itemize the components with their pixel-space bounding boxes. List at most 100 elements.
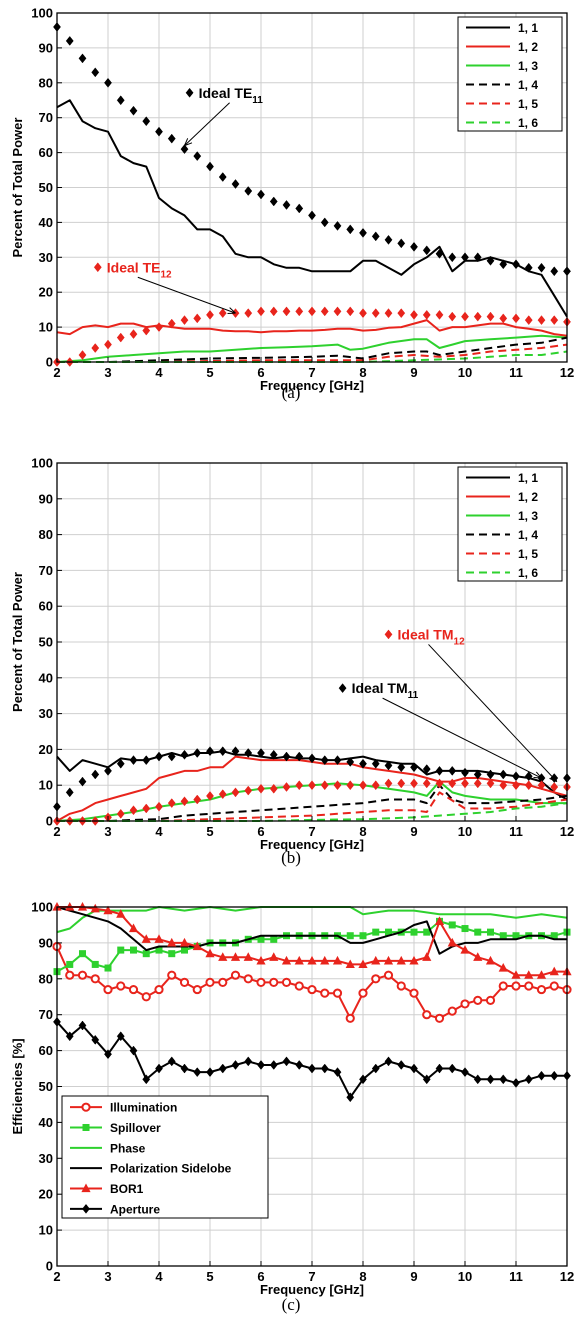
data-point xyxy=(218,789,227,800)
y-tick-label: 90 xyxy=(39,491,53,506)
data-point xyxy=(270,935,278,943)
data-point xyxy=(65,902,75,911)
legend-item: BOR1 xyxy=(70,1182,144,1196)
data-point xyxy=(384,1056,393,1067)
data-point xyxy=(448,778,457,789)
x-tick-label: 6 xyxy=(257,824,264,839)
data-point xyxy=(193,151,202,161)
legend-marker xyxy=(81,1183,91,1193)
annotation-label: Ideal TM11 xyxy=(352,680,419,701)
data-point xyxy=(295,1060,304,1070)
series-line xyxy=(56,99,568,318)
data-point xyxy=(141,934,151,943)
data-point xyxy=(461,778,469,789)
y-tick-label: 30 xyxy=(39,706,53,721)
legend-item: 1, 4 xyxy=(466,78,538,92)
data-point xyxy=(346,932,354,940)
annotation-arrow xyxy=(382,697,542,779)
data-point xyxy=(78,776,87,787)
data-point xyxy=(206,1067,214,1078)
legend-item: Polarization Sidelobe xyxy=(70,1162,232,1176)
data-point xyxy=(550,782,559,792)
series-ideal-tm12 xyxy=(53,778,571,826)
data-point xyxy=(218,1063,227,1074)
legend-label: 1, 3 xyxy=(518,59,538,73)
data-point xyxy=(371,308,380,319)
data-point xyxy=(423,928,431,936)
x-tick-label: 12 xyxy=(560,824,574,839)
data-point xyxy=(193,313,202,324)
data-point xyxy=(103,905,113,915)
y-tick-label: 60 xyxy=(39,1043,53,1058)
x-tick-label: 11 xyxy=(509,365,523,380)
data-point xyxy=(359,308,367,319)
data-point xyxy=(512,932,520,940)
data-point xyxy=(384,760,393,771)
data-point xyxy=(486,769,495,780)
data-point xyxy=(206,161,214,172)
legend-label: 1, 2 xyxy=(518,40,538,54)
legend-label: 1, 1 xyxy=(518,21,538,35)
data-point xyxy=(359,932,367,940)
y-tick-label: 0 xyxy=(46,355,53,370)
legend-item: 1, 4 xyxy=(466,528,538,542)
data-point xyxy=(155,801,163,812)
data-point xyxy=(499,259,508,270)
y-tick-label: 90 xyxy=(39,935,53,950)
data-point xyxy=(345,1013,355,1023)
data-point xyxy=(257,306,265,317)
data-point xyxy=(129,105,138,116)
data-point xyxy=(129,329,138,339)
annotation-arrow xyxy=(184,102,230,146)
data-point xyxy=(474,928,482,936)
legend-label: Spillover xyxy=(110,1121,161,1135)
data-point xyxy=(167,970,177,980)
series-ideal-te11 xyxy=(53,22,571,277)
data-point xyxy=(308,210,316,221)
y-tick-label: 10 xyxy=(39,320,53,335)
x-axis-label: Frequency [GHz] xyxy=(260,1282,364,1297)
data-point xyxy=(397,238,406,249)
data-point xyxy=(461,252,469,263)
data-point xyxy=(448,252,457,263)
data-point xyxy=(410,309,418,320)
legend-item: Aperture xyxy=(70,1202,160,1216)
data-point xyxy=(77,902,88,911)
series-line xyxy=(57,336,568,363)
data-point xyxy=(487,928,494,936)
data-point xyxy=(117,946,125,954)
legend-item: Phase xyxy=(70,1141,146,1155)
data-point xyxy=(155,946,163,954)
x-tick-label: 2 xyxy=(53,824,60,839)
data-point xyxy=(269,196,278,207)
data-point xyxy=(512,313,520,324)
data-point xyxy=(269,952,279,961)
data-point xyxy=(550,1070,559,1081)
data-point xyxy=(409,955,419,965)
legend-box xyxy=(457,466,563,582)
data-point xyxy=(461,311,469,322)
data-point xyxy=(332,988,343,998)
data-point xyxy=(91,960,99,968)
data-point xyxy=(269,749,278,760)
x-tick-label: 9 xyxy=(410,824,417,839)
data-point xyxy=(345,959,355,969)
data-point xyxy=(104,339,112,350)
y-tick-label: 80 xyxy=(39,527,53,542)
data-point xyxy=(422,245,431,256)
y-tick-label: 20 xyxy=(39,742,53,757)
data-point xyxy=(205,977,215,987)
data-point xyxy=(256,977,266,987)
data-point xyxy=(359,227,367,238)
data-point xyxy=(485,955,496,965)
data-point xyxy=(460,945,470,954)
data-point xyxy=(473,778,482,789)
data-point xyxy=(358,988,368,998)
legend-item: 1, 3 xyxy=(466,59,538,73)
x-tick-label: 8 xyxy=(359,365,366,380)
y-axis-label: Efficiencies [%] xyxy=(10,1038,25,1134)
x-tick-label: 6 xyxy=(257,365,264,380)
data-point xyxy=(473,311,482,322)
data-point xyxy=(359,1074,367,1085)
data-point xyxy=(524,970,534,979)
